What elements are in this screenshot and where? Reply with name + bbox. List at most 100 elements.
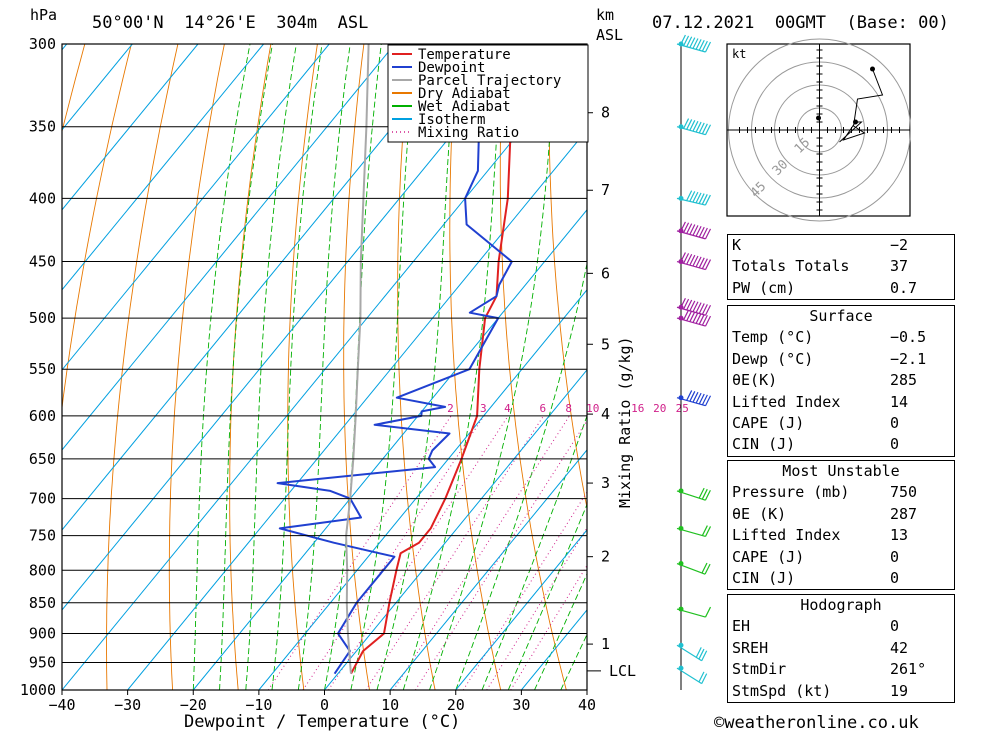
barb-flag bbox=[698, 648, 705, 660]
barb-flag bbox=[689, 37, 696, 48]
index-row: Totals Totals 37 bbox=[728, 256, 954, 277]
barb-flag bbox=[698, 487, 705, 499]
surface-value: 0 bbox=[890, 435, 900, 454]
barb-flag bbox=[701, 562, 708, 574]
barb-flag bbox=[701, 258, 708, 269]
surface-value: 285 bbox=[890, 371, 918, 390]
barb-flag bbox=[686, 310, 693, 322]
barb-flag bbox=[686, 223, 693, 234]
x-tick-label: 0 bbox=[320, 696, 329, 714]
pressure-tick-label: 350 bbox=[29, 118, 56, 136]
barb-flag bbox=[689, 254, 696, 266]
unstable-value: 0 bbox=[890, 547, 900, 566]
barb-flag bbox=[698, 122, 705, 134]
barb-flag bbox=[704, 489, 711, 501]
surface-label: CIN (J) bbox=[732, 435, 796, 454]
barb-flag bbox=[683, 222, 690, 233]
barb-flag bbox=[679, 252, 686, 263]
barb-flag bbox=[704, 563, 711, 575]
barb-flag bbox=[704, 124, 712, 135]
barb-flag bbox=[689, 311, 696, 322]
isotherm-line bbox=[62, 44, 527, 611]
unstable-row: Pressure (mb) 750 bbox=[728, 482, 954, 503]
pressure-tick-label: 600 bbox=[29, 407, 56, 425]
barb-staff bbox=[676, 43, 706, 53]
unstable-value: 287 bbox=[890, 504, 918, 523]
barb-flag bbox=[692, 225, 699, 236]
km-tick-label: 3 bbox=[601, 474, 610, 492]
isotherm-line bbox=[62, 44, 330, 371]
hodograph-stat-value: 19 bbox=[890, 681, 909, 700]
surface-label: Temp (°C) bbox=[732, 328, 814, 347]
x-axis-label: Dewpoint / Temperature (°C) bbox=[184, 712, 460, 732]
x-tick-label: 40 bbox=[578, 696, 596, 714]
barb-staff bbox=[676, 562, 706, 575]
pressure-tick-label: 750 bbox=[29, 527, 56, 545]
unstable-label: Pressure (mb) bbox=[732, 483, 850, 502]
surface-value: −2.1 bbox=[890, 349, 927, 368]
barb-flag bbox=[692, 255, 699, 267]
hodograph-point bbox=[816, 115, 821, 121]
mixing-ratio-label: 8 bbox=[565, 402, 572, 415]
hodograph-stat-value: 0 bbox=[890, 617, 900, 636]
x-tick-label: −10 bbox=[245, 696, 272, 714]
barb-flag bbox=[695, 302, 702, 313]
index-label: K bbox=[732, 236, 742, 254]
x-tick-label: 10 bbox=[381, 696, 399, 714]
isotherm-line bbox=[127, 128, 587, 690]
surface-label: Lifted Index bbox=[732, 392, 841, 411]
wet-adiabat-line bbox=[219, 44, 273, 690]
km-tick-label: 6 bbox=[601, 264, 610, 282]
barb-staff bbox=[676, 230, 706, 240]
barb-staff bbox=[676, 667, 703, 685]
barb-flag bbox=[692, 301, 699, 312]
barb-flag bbox=[701, 525, 708, 536]
dry-adiabat-line bbox=[62, 44, 132, 412]
barb-flag bbox=[679, 297, 686, 309]
index-value: −2 bbox=[890, 236, 909, 254]
legend-entry: Mixing Ratio bbox=[418, 125, 519, 141]
barb-staff bbox=[676, 527, 706, 538]
index-value: 0.7 bbox=[890, 278, 918, 297]
barb-flag bbox=[692, 38, 699, 49]
barb-flag bbox=[683, 253, 690, 264]
x-tick-label: −30 bbox=[114, 696, 141, 714]
unstable-box: Most Unstable Pressure (mb) 750 θE (K) 287 L… bbox=[727, 460, 955, 591]
surface-row: θE(K) 285 bbox=[728, 370, 954, 391]
km-tick-label: 4 bbox=[601, 405, 610, 423]
isotherm-line bbox=[62, 44, 461, 531]
lcl-label: LCL bbox=[609, 662, 636, 680]
barb-flag bbox=[698, 193, 705, 204]
mixing-ratio-label: 25 bbox=[676, 402, 689, 415]
mixing-ratio-label: 10 bbox=[586, 402, 599, 415]
barb-flag bbox=[692, 191, 699, 203]
barb-flag bbox=[689, 120, 696, 131]
barb-flag bbox=[704, 259, 712, 270]
mixing-ratio-label: 2 bbox=[447, 402, 454, 415]
barb-flag bbox=[683, 35, 690, 47]
barb-flag bbox=[701, 194, 708, 205]
barb-flag bbox=[701, 314, 708, 326]
isotherm-line bbox=[192, 209, 587, 690]
wet-adiabat-line bbox=[324, 44, 382, 690]
isotherm-line bbox=[62, 44, 199, 211]
km-tick-label: 7 bbox=[601, 181, 610, 199]
legend-entry: Dry Adiabat bbox=[418, 86, 511, 102]
pressure-tick-label: 1000 bbox=[20, 681, 56, 699]
dry-adiabat-line bbox=[106, 44, 179, 690]
isotherm-line bbox=[62, 48, 587, 690]
surface-row: Dewp (°C) −2.1 bbox=[728, 349, 954, 370]
hodograph-stat-value: 261° bbox=[890, 660, 927, 679]
hodograph-stat-row: EH 0 bbox=[728, 616, 954, 637]
dry-adiabat-line bbox=[969, 44, 1000, 690]
mixing-ratio-line bbox=[267, 415, 452, 690]
dry-adiabat-line bbox=[287, 44, 318, 690]
barb-flag bbox=[704, 315, 712, 327]
mixing-ratio-line bbox=[328, 415, 509, 690]
barb-flag bbox=[692, 120, 699, 132]
barb-flag bbox=[698, 226, 705, 238]
barb-flag bbox=[698, 257, 705, 269]
barb-flag bbox=[686, 119, 693, 130]
asl-unit: ASL bbox=[596, 26, 623, 44]
pressure-tick-label: 900 bbox=[29, 624, 56, 642]
